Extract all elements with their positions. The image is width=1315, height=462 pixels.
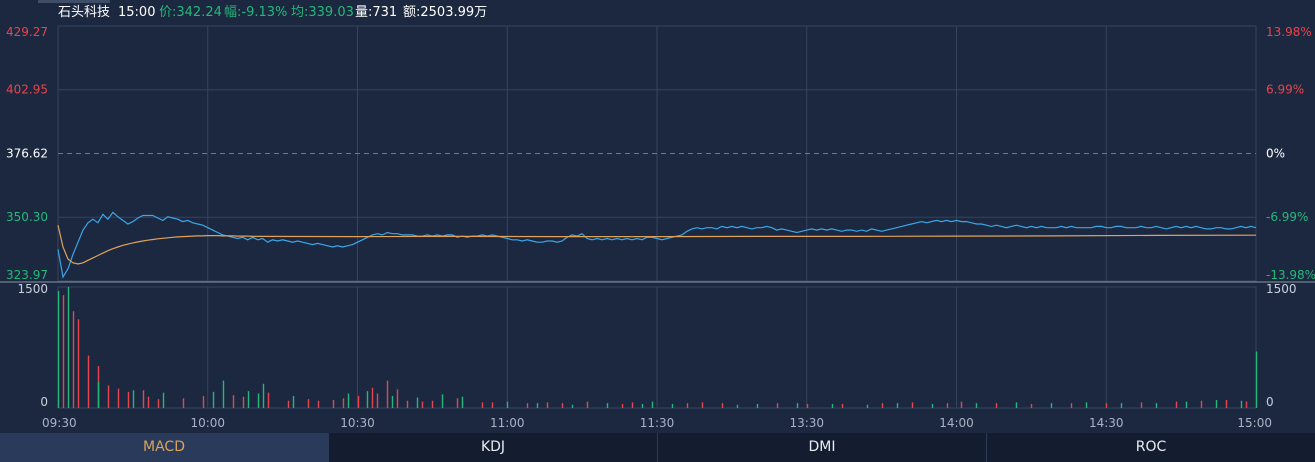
price-axis-label: 429.27 (6, 25, 48, 39)
price-axis-label: 402.95 (6, 83, 48, 97)
time-tick-label: 14:30 (1089, 416, 1124, 430)
time-tick-label: 15:00 (1237, 416, 1272, 430)
volume-axis-label: 0 (40, 395, 48, 409)
percent-axis-label: 0% (1266, 147, 1285, 161)
tab-dmi[interactable]: DMI (658, 433, 987, 462)
average-price-line (57, 225, 1257, 265)
top-scroll-indicator (38, 0, 110, 3)
quote-amount: 额:2503.99万 (403, 5, 488, 20)
stock-name: 石头科技 (58, 5, 111, 20)
intraday-chart[interactable]: 09:30 10:00 10:30 11:00 11:30 13:30 14:00 14:30… (0, 0, 1315, 433)
price-axis-label: 376.62 (6, 147, 48, 161)
percent-axis-label: 6.99% (1266, 83, 1304, 97)
tab-macd[interactable]: MACD (0, 433, 329, 462)
tab-kdj[interactable]: KDJ (329, 433, 658, 462)
quote-header: 石头科技 15:00 价:342.24 幅:-9.13% 均:339.03 量:… (0, 0, 1315, 26)
volume-axis-label: 0 (1266, 395, 1274, 409)
quote-time: 15:00 (118, 5, 156, 20)
time-tick-label: 10:00 (190, 416, 225, 430)
volume-axis-label: 1500 (17, 282, 48, 296)
price-line (57, 211, 1257, 279)
time-tick-label: 09:30 (42, 416, 77, 430)
volume-axis-label: 1500 (1266, 282, 1297, 296)
time-tick-label: 11:30 (640, 416, 675, 430)
percent-axis-label: -6.99% (1266, 210, 1308, 224)
tab-roc[interactable]: ROC (1135, 439, 1167, 455)
indicator-tabs: MACD KDJ DMI ROC (0, 433, 1315, 462)
price-axis-label: 323.97 (6, 268, 48, 282)
quote-average: 均:339.03 (291, 5, 354, 20)
quote-change: 幅:-9.13% (224, 5, 288, 20)
time-tick-label: 11:00 (490, 416, 525, 430)
time-tick-label: 14:00 (939, 416, 974, 430)
percent-axis-label: -13.98% (1266, 268, 1315, 282)
quote-price: 价:342.24 (159, 5, 222, 20)
time-tick-label: 10:30 (340, 416, 375, 430)
time-tick-label: 13:30 (789, 416, 824, 430)
quote-volume: 量:731 (355, 5, 398, 20)
percent-axis-label: 13.98% (1266, 25, 1312, 39)
price-axis-label: 350.30 (6, 210, 48, 224)
